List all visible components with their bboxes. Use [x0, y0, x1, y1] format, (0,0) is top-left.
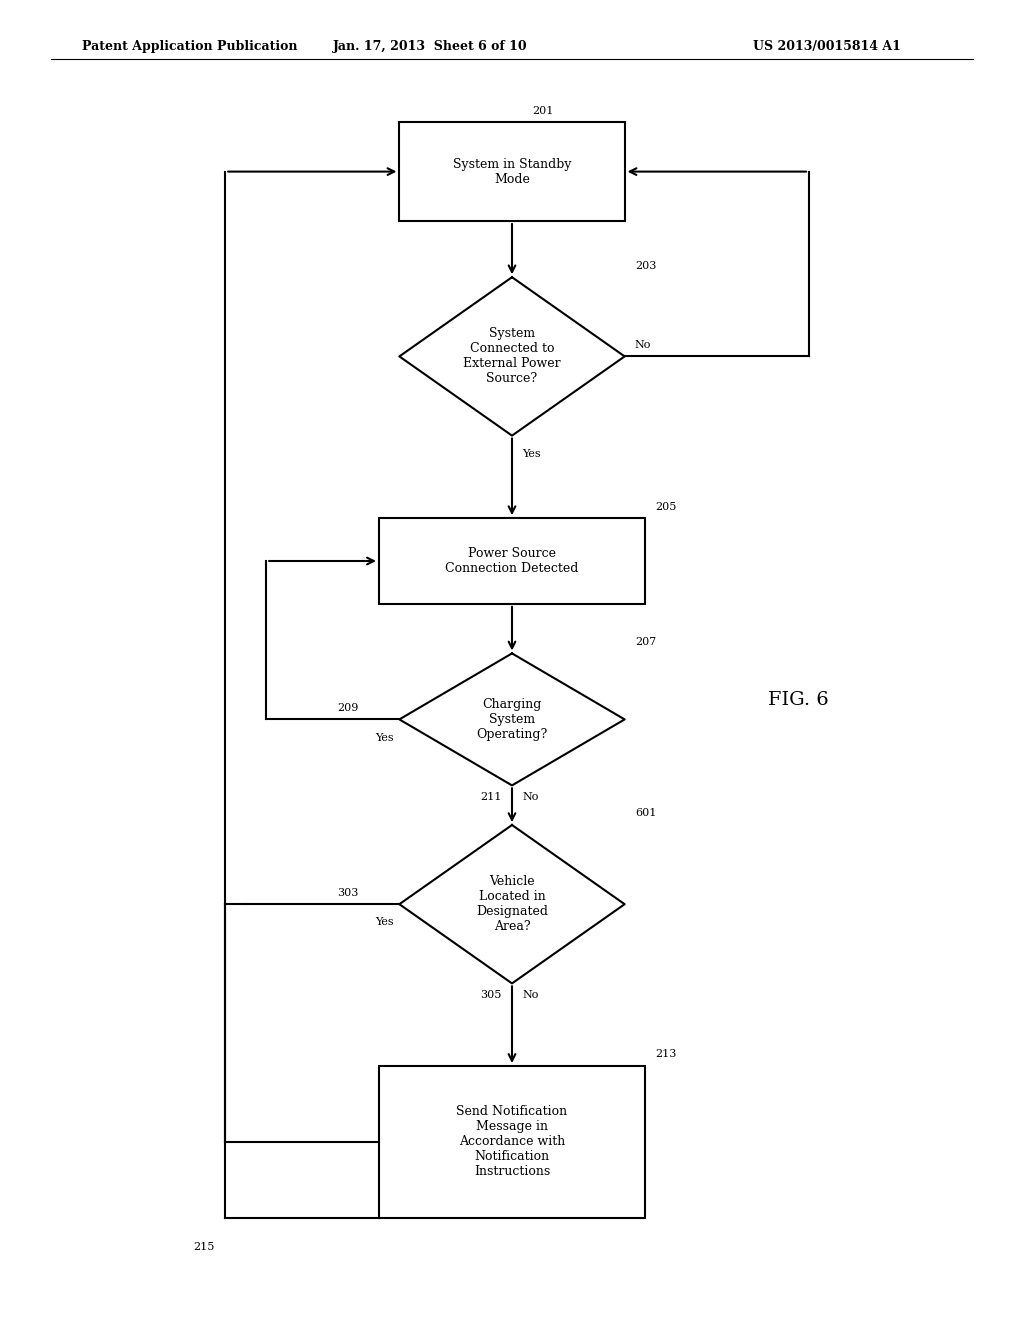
Text: 305: 305 [480, 990, 502, 1001]
Text: 213: 213 [655, 1049, 677, 1059]
Polygon shape [399, 825, 625, 983]
Text: 205: 205 [655, 502, 677, 512]
Text: FIG. 6: FIG. 6 [768, 690, 829, 709]
Text: Power Source
Connection Detected: Power Source Connection Detected [445, 546, 579, 576]
Text: 203: 203 [635, 260, 656, 271]
Text: 601: 601 [635, 808, 656, 818]
Polygon shape [399, 277, 625, 436]
FancyBboxPatch shape [379, 519, 645, 605]
Text: 215: 215 [194, 1242, 215, 1253]
Text: 207: 207 [635, 636, 656, 647]
Text: No: No [522, 990, 539, 1001]
Text: Charging
System
Operating?: Charging System Operating? [476, 698, 548, 741]
Text: No: No [522, 792, 539, 803]
FancyBboxPatch shape [399, 123, 625, 220]
Text: US 2013/0015814 A1: US 2013/0015814 A1 [754, 40, 901, 53]
Polygon shape [399, 653, 625, 785]
Text: 303: 303 [337, 887, 358, 898]
Text: Jan. 17, 2013  Sheet 6 of 10: Jan. 17, 2013 Sheet 6 of 10 [333, 40, 527, 53]
Text: Yes: Yes [376, 917, 394, 928]
Text: Yes: Yes [522, 449, 541, 459]
Text: No: No [635, 339, 651, 350]
Text: Send Notification
Message in
Accordance with
Notification
Instructions: Send Notification Message in Accordance … [457, 1105, 567, 1179]
Text: System in Standby
Mode: System in Standby Mode [453, 157, 571, 186]
Text: 209: 209 [337, 702, 358, 713]
FancyBboxPatch shape [379, 1067, 645, 1217]
Text: Vehicle
Located in
Designated
Area?: Vehicle Located in Designated Area? [476, 875, 548, 933]
Text: Yes: Yes [376, 733, 394, 743]
Text: System
Connected to
External Power
Source?: System Connected to External Power Sourc… [463, 327, 561, 385]
Text: Patent Application Publication: Patent Application Publication [82, 40, 297, 53]
Text: 211: 211 [480, 792, 502, 803]
Text: 201: 201 [532, 106, 554, 116]
